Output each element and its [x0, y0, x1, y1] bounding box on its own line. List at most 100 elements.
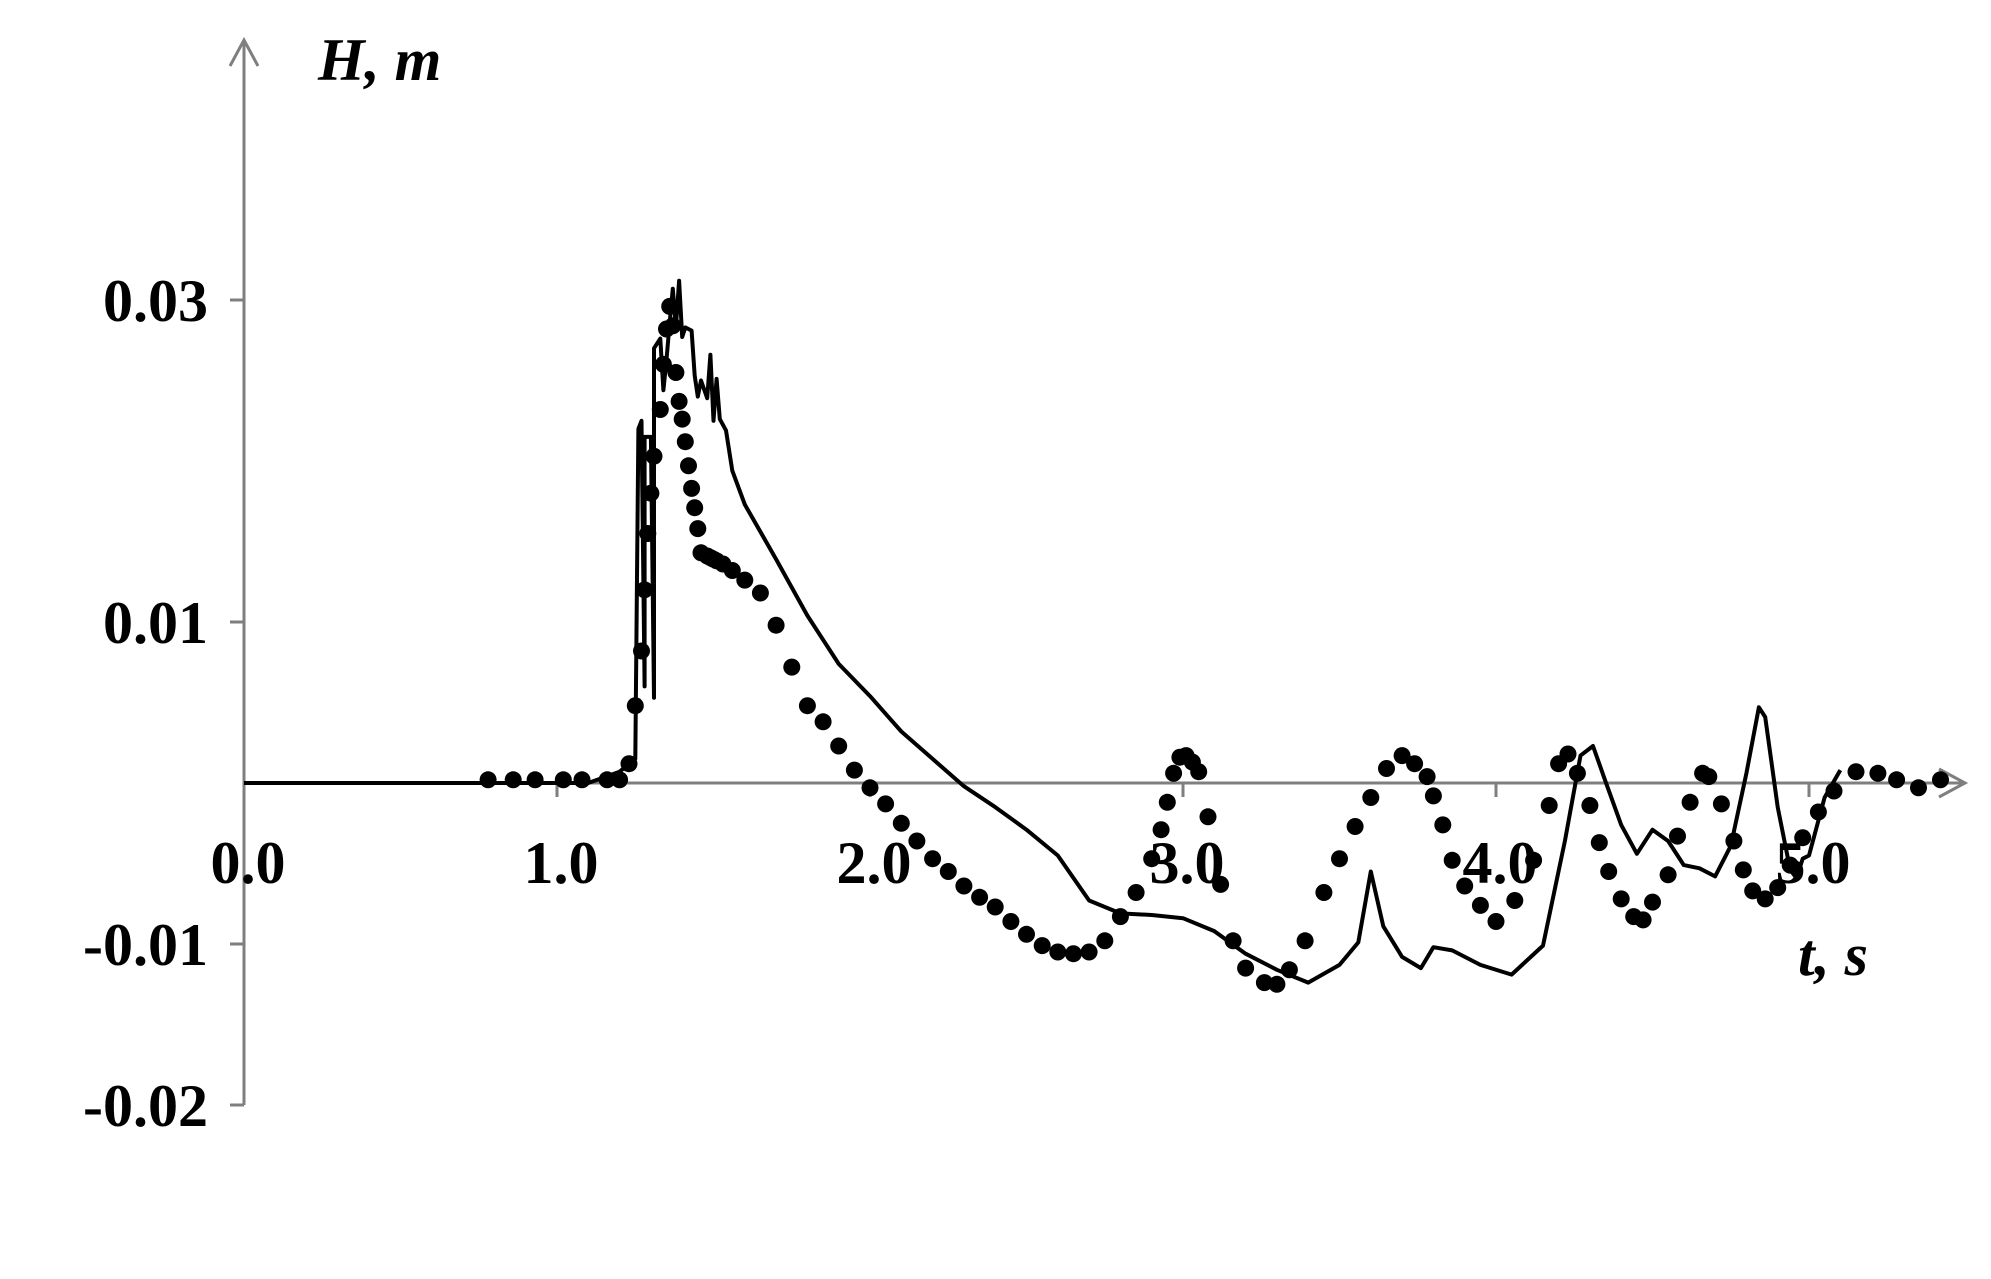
y-tick-label: 0.03	[103, 268, 208, 334]
data-point	[1111, 908, 1129, 926]
y-axis-arrowhead	[228, 36, 260, 67]
data-point	[1378, 760, 1395, 777]
data-point	[636, 581, 654, 599]
data-point	[683, 479, 701, 497]
data-point	[1418, 768, 1436, 786]
data-point	[676, 433, 694, 451]
data-point	[1644, 893, 1661, 911]
x-tick-label: 2.0	[837, 830, 912, 896]
series-dots-measured	[479, 297, 1949, 993]
data-point	[620, 755, 638, 773]
data-point	[861, 779, 879, 797]
data-point	[611, 771, 629, 789]
data-point	[877, 795, 895, 813]
data-point	[1612, 890, 1630, 908]
data-point	[673, 410, 691, 428]
data-point	[1064, 945, 1082, 963]
data-point	[680, 457, 697, 475]
data-point	[504, 771, 522, 789]
data-point	[1224, 932, 1242, 950]
data-point	[1018, 925, 1035, 943]
data-point	[1681, 793, 1699, 811]
data-point	[1744, 882, 1762, 900]
data-point	[1443, 851, 1461, 869]
data-point	[845, 761, 863, 779]
data-point	[1712, 795, 1730, 813]
data-point	[1756, 890, 1774, 908]
data-point	[1669, 827, 1686, 845]
data-point	[1280, 961, 1298, 979]
data-point	[723, 562, 741, 579]
data-point	[1255, 974, 1273, 992]
data-point	[1525, 851, 1543, 869]
axes	[228, 36, 1969, 1105]
data-point	[654, 355, 672, 373]
data-point	[526, 771, 544, 789]
data-point	[798, 697, 816, 715]
data-point	[1888, 771, 1906, 789]
data-point	[1033, 937, 1051, 955]
data-point	[1910, 779, 1927, 797]
data-point	[633, 642, 650, 660]
data-point	[1331, 850, 1348, 868]
y-tick-label: 0.01	[103, 590, 208, 656]
data-point	[1794, 829, 1812, 847]
data-point	[751, 584, 769, 602]
data-point	[1590, 834, 1608, 852]
data-point	[986, 898, 1004, 916]
data-point	[1487, 913, 1505, 930]
data-point	[573, 771, 591, 789]
y-ticks: 0.03 0.01 -0.01 -0.02	[83, 268, 244, 1139]
data-point	[1847, 763, 1865, 781]
data-point	[1406, 755, 1424, 773]
data-point	[626, 697, 644, 715]
data-point	[814, 713, 832, 731]
data-point	[1002, 913, 1020, 930]
series-line-computed	[244, 278, 1843, 985]
data-point	[767, 616, 785, 634]
data-point	[1143, 850, 1161, 868]
data-point	[689, 520, 707, 538]
data-point	[1559, 745, 1577, 763]
data-point	[1659, 866, 1677, 884]
data-point	[479, 771, 497, 789]
data-point	[1809, 803, 1827, 821]
data-point	[939, 863, 957, 880]
data-point	[1540, 797, 1558, 814]
data-point	[955, 877, 973, 895]
x-axis-label: t, s	[1798, 922, 1868, 988]
data-point	[924, 850, 942, 868]
data-point	[1096, 932, 1114, 950]
y-tick-label: -0.01	[83, 912, 208, 978]
data-point	[1296, 932, 1314, 950]
data-point	[1346, 818, 1364, 835]
data-point	[736, 571, 754, 589]
data-point	[1781, 856, 1799, 874]
data-point	[908, 832, 926, 850]
data-point	[686, 499, 704, 517]
data-point	[651, 401, 669, 418]
data-point	[598, 771, 616, 789]
data-point	[1362, 789, 1380, 806]
data-point	[1152, 821, 1170, 839]
data-point	[1237, 959, 1255, 977]
data-point	[1127, 884, 1145, 901]
data-point	[971, 888, 989, 906]
x-axis-arrowhead	[1938, 767, 1969, 799]
data-point	[1769, 879, 1787, 897]
data-point	[1268, 975, 1286, 993]
data-point	[1506, 892, 1524, 909]
data-point	[1725, 832, 1743, 850]
x-tick-label: 3.0	[1150, 830, 1225, 896]
data-point	[670, 392, 688, 410]
data-point	[664, 317, 682, 335]
data-point	[783, 658, 801, 676]
y-tick-label: -0.02	[83, 1073, 208, 1139]
data-point	[1568, 764, 1586, 782]
data-point	[830, 737, 848, 755]
data-point	[892, 814, 910, 832]
data-point	[639, 525, 657, 542]
data-point	[1932, 771, 1949, 789]
data-point	[1424, 787, 1442, 805]
